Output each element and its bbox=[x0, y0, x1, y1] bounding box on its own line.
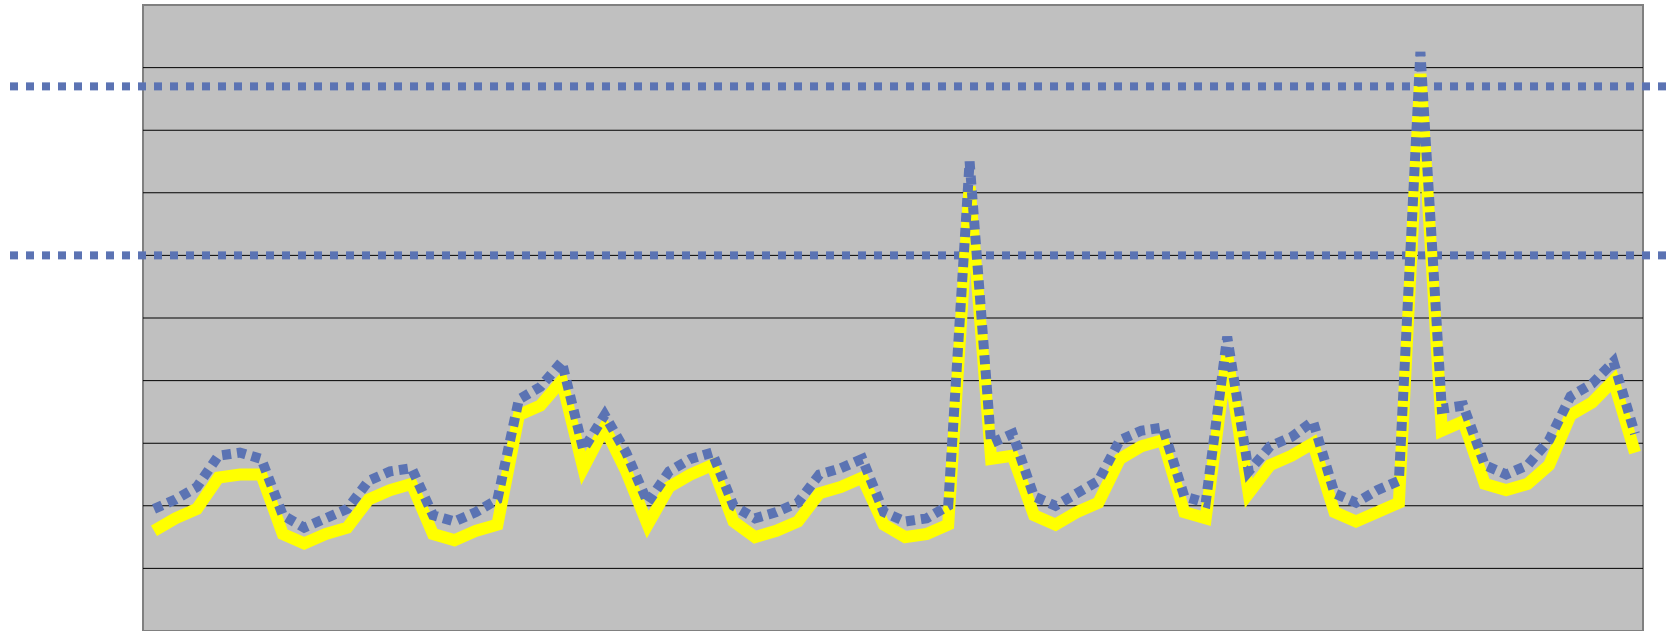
reference-lines bbox=[10, 82, 1671, 260]
series-line-2 bbox=[151, 51, 1640, 534]
series-line-1 bbox=[150, 73, 1641, 550]
series-lines bbox=[150, 51, 1641, 550]
